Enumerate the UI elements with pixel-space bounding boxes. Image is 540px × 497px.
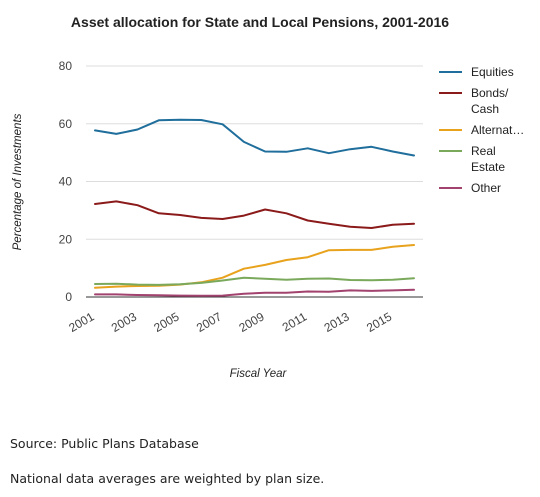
y-tick-label: 20 (59, 232, 73, 246)
series-line-1 (94, 118, 415, 157)
y-axis-ticks: 0 20 40 60 80 (59, 59, 73, 304)
legend-label: Other (471, 181, 501, 195)
x-tick-label: 2003 (109, 309, 139, 335)
series-line-2 (94, 200, 415, 229)
x-tick-label: 2015 (364, 309, 394, 335)
x-tick-label: 2005 (151, 309, 181, 335)
series-lines (94, 118, 415, 297)
source-note: Source: Public Plans Database (10, 436, 199, 451)
series-line-5 (94, 288, 415, 297)
x-tick-label: 2007 (194, 309, 224, 335)
y-tick-label: 40 (59, 175, 73, 189)
line-chart: Asset allocation for State and Local Pen… (12, 14, 524, 380)
x-axis-title: Fiscal Year (230, 368, 288, 380)
legend-label: Equities (471, 65, 514, 79)
y-axis-title: Percentage of Investments (12, 113, 24, 250)
x-tick-label: 2001 (66, 309, 96, 335)
legend: Equities Bonds/Cash Alternat… Real Estate Oth… (439, 65, 524, 195)
legend-label: Estate (471, 160, 505, 174)
series-line-3 (94, 244, 415, 289)
legend-label: Real (471, 144, 496, 158)
series-line-4 (94, 276, 415, 286)
y-tick-label: 60 (59, 117, 73, 131)
chart-title: Asset allocation for State and Local Pen… (71, 14, 449, 30)
y-tick-label: 80 (59, 59, 73, 73)
x-tick-label: 2009 (237, 309, 267, 335)
x-axis-ticks: 2001 2003 2005 2007 2009 2011 2013 2015 (66, 309, 394, 335)
x-tick-label: 2011 (280, 309, 310, 334)
legend-label: Cash (471, 102, 499, 116)
legend-label: Bonds/ (471, 86, 509, 100)
x-tick-label: 2013 (322, 309, 352, 335)
gridlines (86, 65, 423, 298)
legend-label: Alternat… (471, 123, 524, 137)
y-tick-label: 0 (65, 290, 72, 304)
weighting-note: National data averages are weighted by p… (10, 471, 325, 486)
